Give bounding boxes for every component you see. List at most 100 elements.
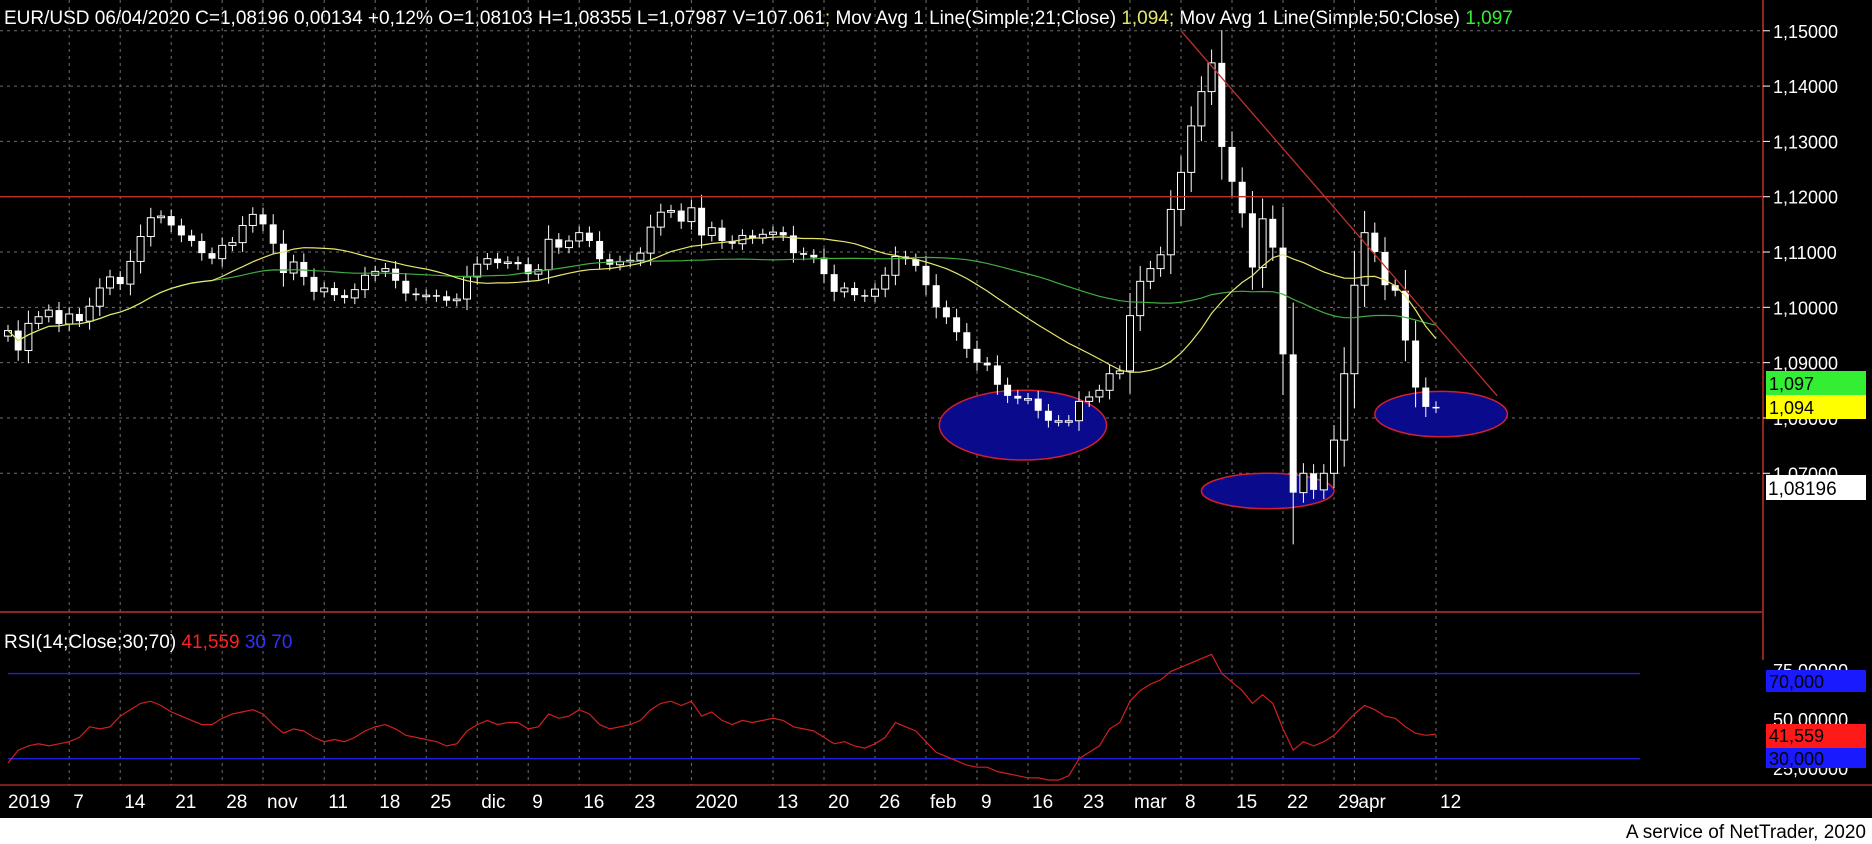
price-axis-tick: 1,13000 (1773, 132, 1838, 152)
candle-body-up (361, 274, 369, 291)
candle-body-down (1432, 406, 1440, 409)
candle-body-down (1401, 290, 1409, 341)
candle-body-down (310, 276, 318, 292)
candle-body-down (677, 210, 685, 222)
candle-body-up (840, 287, 849, 293)
candle-body-up (1064, 420, 1073, 423)
time-axis-label: apr (1358, 792, 1386, 813)
time-axis-label: 9 (532, 792, 543, 813)
price-axis-tick: 1,10000 (1773, 298, 1838, 318)
candle-body-up (136, 236, 145, 262)
time-axis-label: 28 (226, 792, 247, 813)
candle-body-down (922, 265, 930, 286)
time-axis-label: 11 (328, 792, 348, 813)
candle-body-down (1289, 354, 1297, 493)
candle-body-up (1126, 315, 1134, 372)
candle-body-up (157, 215, 165, 219)
candle-body-down (75, 313, 83, 322)
rsi-legend-label: RSI(14;Close;30;70) (4, 632, 176, 653)
candle-body-up (44, 309, 53, 318)
candle-body-up (891, 255, 900, 276)
time-axis-label: 2020 (695, 792, 737, 813)
candle-body-down (208, 253, 216, 259)
candle-body-up (667, 210, 675, 213)
candle-body-up (707, 227, 716, 236)
ma21-tag (1766, 395, 1866, 419)
last-price-label: 1,08196 (1768, 479, 1837, 500)
time-axis-label: 12 (1440, 792, 1461, 813)
candle-body-up (422, 294, 431, 298)
candle-body-down (198, 240, 206, 254)
candle-body-up (1330, 439, 1338, 474)
rsi-low-tag-label: 30,000 (1769, 749, 1824, 769)
time-axis-label: 26 (879, 792, 900, 813)
candle-body-up (473, 263, 482, 278)
rsi-value-tag-label: 41,559 (1769, 726, 1824, 746)
last-price-tag (1766, 475, 1866, 500)
candle-body-up (1197, 91, 1206, 127)
highlight-ellipse (938, 389, 1108, 461)
quote-change: 0,00134 (294, 8, 363, 29)
candle-body-up (1115, 370, 1124, 375)
rsi-line (7, 653, 1437, 781)
candle-body-up (95, 287, 104, 307)
candle-body-down (1381, 252, 1389, 286)
time-axis-label: 29 (1338, 792, 1359, 813)
candle-body-up (85, 305, 94, 322)
time-axis-label: 23 (1083, 792, 1104, 813)
time-axis-label: 2019 (8, 792, 50, 813)
candle-body-down (1371, 232, 1379, 253)
rsi-low-tag (1766, 748, 1866, 768)
candle-body-down (188, 235, 196, 241)
time-axis-label: nov (267, 792, 298, 813)
quote-high: H=1,08355 (538, 8, 632, 29)
candle-body-up (575, 232, 584, 242)
rsi-legend-value: 41,559 (181, 632, 239, 653)
candle-body-up (34, 316, 43, 324)
candle-body-down (973, 348, 981, 363)
ma50-legend-value: 1,097 (1465, 8, 1513, 29)
candle-body-up (238, 224, 247, 244)
time-axis-label: 9 (981, 792, 992, 813)
candle-body-down (749, 235, 757, 239)
symbol: EUR/USD (4, 8, 90, 29)
ma50-tag (1766, 371, 1866, 395)
ma21-line (7, 236, 1437, 373)
candle-body-up (656, 211, 665, 228)
candle-body-up (350, 289, 359, 299)
candle-body-up (218, 244, 227, 260)
candle-body-up (146, 217, 155, 238)
candle-body-down (116, 276, 124, 285)
candle-body-up (1156, 254, 1165, 270)
candle-body-down (698, 207, 706, 236)
candle-body-down (1391, 285, 1399, 291)
price-axis-tick: 1,09000 (1773, 354, 1838, 374)
candle-body-up (452, 298, 461, 302)
candle-body-up (228, 242, 237, 246)
candle-body-up (248, 213, 257, 226)
ma21-legend-value: 1,094 (1121, 8, 1169, 29)
quote-low: L=1,07987 (637, 8, 727, 29)
candle-body-down (983, 362, 991, 366)
candle-body-up (544, 238, 553, 271)
time-axis-label: 23 (634, 792, 655, 813)
candle-body-down (800, 253, 808, 255)
candle-body-up (769, 231, 777, 235)
candle-body-down (830, 274, 838, 292)
candle-body-up (1360, 232, 1369, 286)
rsi-high-tag (1766, 670, 1866, 692)
candle-body-down (412, 293, 420, 296)
time-axis-label: 22 (1287, 792, 1308, 813)
quote-volume: V=107.061 (732, 8, 824, 29)
candle-body-down (514, 261, 522, 265)
time-axis-label: 16 (583, 792, 604, 813)
candle-body-down (993, 365, 1001, 385)
candle-body-down (1269, 218, 1277, 248)
candle-body-down (1248, 213, 1256, 268)
footer-bar (0, 818, 1872, 844)
candle-body-up (1177, 171, 1185, 210)
candle-body-down (392, 268, 400, 281)
candle-body-down (1279, 247, 1287, 355)
